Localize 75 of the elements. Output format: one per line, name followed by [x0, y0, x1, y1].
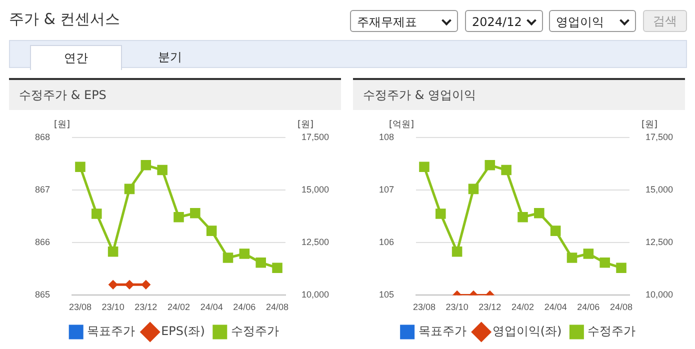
point	[583, 248, 594, 259]
point	[501, 164, 512, 176]
legend-label: 수정주가	[230, 324, 279, 338]
point	[550, 226, 561, 236]
y-axis-title: [원]	[54, 120, 70, 130]
legend-label: 목표주가	[87, 324, 136, 338]
x-tick-label: 23/08	[68, 302, 92, 312]
y-tick-label: 865	[34, 290, 50, 300]
point	[92, 208, 102, 219]
x-tick-label: 23/08	[412, 302, 436, 312]
y2-axis-title: [원]	[297, 120, 314, 130]
point	[108, 246, 118, 257]
y2-tick-label: 12,500	[301, 237, 330, 248]
legend-label: 수정주가	[588, 324, 636, 338]
x-tick-label: 24/08	[610, 302, 633, 312]
y2-tick-label: 17,500	[645, 132, 674, 142]
point	[616, 262, 626, 273]
x-tick-label: 24/08	[266, 302, 289, 312]
x-tick-label: 23/12	[134, 302, 158, 312]
y-tick-label: 106	[378, 237, 394, 248]
legend-label: 영업이익(좌)	[492, 324, 562, 338]
point	[222, 252, 234, 263]
point	[256, 257, 266, 268]
point	[419, 162, 430, 172]
text: 검색	[643, 10, 687, 32]
point	[534, 208, 544, 218]
legend-label: 목표주가	[418, 324, 466, 338]
x-tick-label: 24/04	[544, 302, 567, 312]
x-tick-label: 23/10	[102, 302, 124, 312]
y2-tick-label: 12,500	[645, 237, 674, 248]
x-tick-label: 23/12	[478, 302, 502, 312]
y2-tick-label: 15,000	[301, 184, 330, 194]
y-tick-label: 107	[378, 184, 394, 194]
x-tick-label: 24/06	[577, 302, 600, 312]
x-tick-label: 24/04	[200, 302, 223, 312]
point	[174, 212, 184, 222]
chart-title: 수정주가 & 영업이익	[353, 80, 685, 110]
y-tick-label: 867	[34, 184, 50, 194]
y-tick-label: 868	[34, 132, 50, 142]
text: 주가 & 컨센서스	[9, 10, 120, 29]
text: 분기	[157, 49, 183, 66]
text: 연간	[30, 45, 122, 70]
point	[140, 160, 152, 170]
y-tick-label: 866	[34, 237, 50, 248]
chart-title: 수정주가 & EPS	[9, 80, 341, 110]
point	[600, 257, 610, 268]
text: 주재무제표	[350, 10, 458, 32]
y2-tick-label: 17,500	[301, 132, 330, 142]
y-axis-title: [억원]	[388, 120, 414, 130]
point	[484, 160, 496, 170]
x-tick-label: 24/02	[167, 302, 190, 312]
y-tick-label: 105	[378, 290, 394, 300]
x-tick-label: 24/02	[511, 302, 534, 312]
point	[124, 184, 135, 194]
point	[239, 248, 250, 259]
point	[206, 226, 217, 236]
x-tick-label: 24/06	[233, 302, 256, 312]
point	[436, 208, 446, 219]
point	[75, 162, 86, 172]
point	[157, 164, 168, 176]
point	[518, 212, 528, 222]
y2-tick-label: 10,000	[301, 290, 330, 300]
point	[468, 184, 479, 194]
legend-label: EPS(좌)	[161, 324, 205, 338]
point	[452, 246, 462, 257]
y-tick-label: 108	[378, 132, 394, 142]
point	[272, 262, 282, 273]
y2-tick-label: 15,000	[645, 184, 674, 194]
text: 영업이익	[549, 10, 636, 32]
text: 2024/12	[465, 10, 543, 32]
y2-axis-title: [원]	[641, 120, 658, 130]
y2-tick-label: 10,000	[645, 290, 674, 300]
point	[566, 252, 578, 263]
x-tick-label: 23/10	[446, 302, 468, 312]
point	[190, 208, 200, 218]
